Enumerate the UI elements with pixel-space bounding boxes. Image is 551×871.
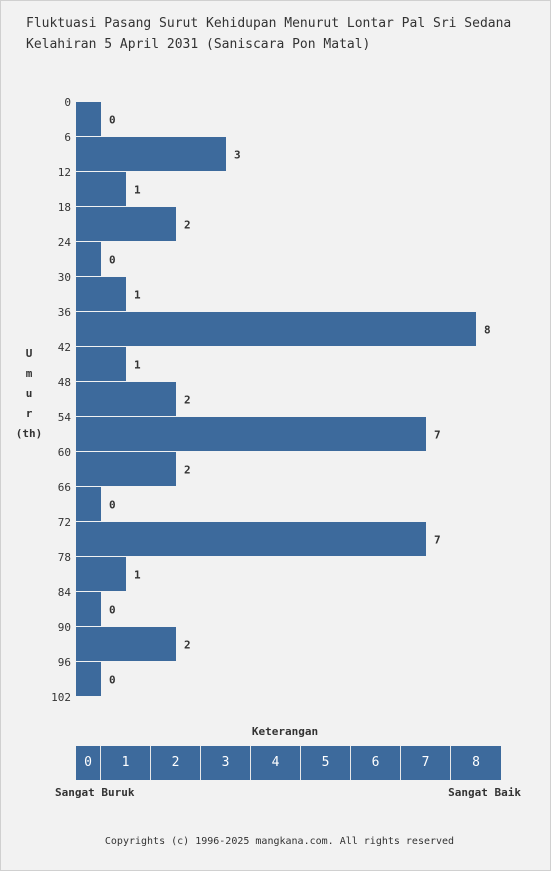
legend-scale-cell: 5 [301, 746, 351, 780]
legend-scale-cell: 1 [101, 746, 151, 780]
bar-value-label: 2 [184, 219, 191, 232]
bar [76, 347, 126, 381]
bar-value-label: 0 [109, 114, 116, 127]
bar [76, 452, 176, 486]
y-tick-label: 12 [58, 166, 71, 179]
y-axis-unit: (th) [15, 427, 43, 440]
bar [76, 207, 176, 241]
legend-scale-cell: 8 [472, 755, 480, 770]
bar-value-label: 2 [184, 639, 191, 652]
chart-title: Fluktuasi Pasang Surut Kehidupan Menurut… [26, 13, 511, 55]
bar [76, 242, 101, 276]
y-axis-label-letter: U [25, 347, 33, 360]
y-tick-label: 102 [51, 691, 71, 704]
y-axis-label-letter: u [25, 387, 33, 400]
bar-value-label: 0 [109, 254, 116, 267]
bar [76, 557, 126, 591]
y-tick-label: 6 [64, 131, 71, 144]
bar-value-label: 2 [184, 394, 191, 407]
chart-title-line-1: Fluktuasi Pasang Surut Kehidupan Menurut… [26, 16, 512, 31]
legend-scale-cell: 7 [401, 746, 451, 780]
legend-low-label: Sangat Buruk [55, 786, 135, 799]
bar-value-label: 1 [134, 289, 141, 302]
bar-value-label: 0 [109, 499, 116, 512]
bar [76, 382, 176, 416]
bar [76, 627, 176, 661]
y-axis-label-letter: r [25, 407, 33, 420]
chart-title-line-2: Kelahiran 5 April 2031 (Saniscara Pon Ma… [26, 37, 371, 52]
y-tick-label: 84 [58, 586, 72, 599]
bar [76, 277, 126, 311]
footer-copyright: Copyrights (c) 1996-2025 mangkana.com. A… [104, 836, 455, 847]
legend-scale-cell: 0 [76, 746, 101, 780]
y-tick-label: 0 [64, 96, 71, 109]
y-tick-label: 66 [58, 481, 71, 494]
y-tick-label: 78 [58, 551, 71, 564]
y-tick-label: 72 [58, 516, 71, 529]
y-tick-label: 30 [58, 271, 71, 284]
bar-value-label: 1 [134, 359, 141, 372]
y-tick-label: 96 [58, 656, 71, 669]
bar-value-label: 0 [109, 604, 116, 617]
legend-scale-cell: 4 [251, 746, 301, 780]
bar-value-label: 1 [134, 184, 141, 197]
bar [76, 417, 426, 451]
legend-title: Keterangan [251, 725, 319, 738]
bar [76, 137, 226, 171]
legend-scale-cell: 3 [201, 746, 251, 780]
bar-value-label: 8 [484, 324, 491, 337]
bar [76, 312, 476, 346]
y-tick-label: 60 [58, 446, 71, 459]
bar-value-label: 7 [434, 534, 441, 547]
bar-value-label: 0 [109, 674, 116, 687]
bar-value-label: 7 [434, 429, 441, 442]
bar-value-label: 3 [234, 149, 241, 162]
y-axis-label-letter: m [25, 367, 33, 380]
bar-value-label: 1 [134, 569, 141, 582]
legend-high-label: Sangat Baik [448, 786, 521, 799]
y-tick-label: 90 [58, 621, 71, 634]
y-axis-label: U m u r (th) [11, 344, 47, 444]
bar [76, 522, 426, 556]
y-tick-label: 18 [58, 201, 71, 214]
bar-value-label: 2 [184, 464, 191, 477]
y-tick-label: 54 [58, 411, 72, 424]
y-tick-label: 24 [58, 236, 72, 249]
y-tick-label: 42 [58, 341, 71, 354]
y-tick-label: 48 [58, 376, 71, 389]
legend-scale-cell: 6 [351, 746, 401, 780]
bar [76, 102, 101, 136]
legend-scale-cell: 2 [151, 746, 201, 780]
bar [76, 172, 126, 206]
bar [76, 487, 101, 521]
y-tick-label: 36 [58, 306, 71, 319]
bar [76, 592, 101, 626]
bar [76, 662, 101, 696]
